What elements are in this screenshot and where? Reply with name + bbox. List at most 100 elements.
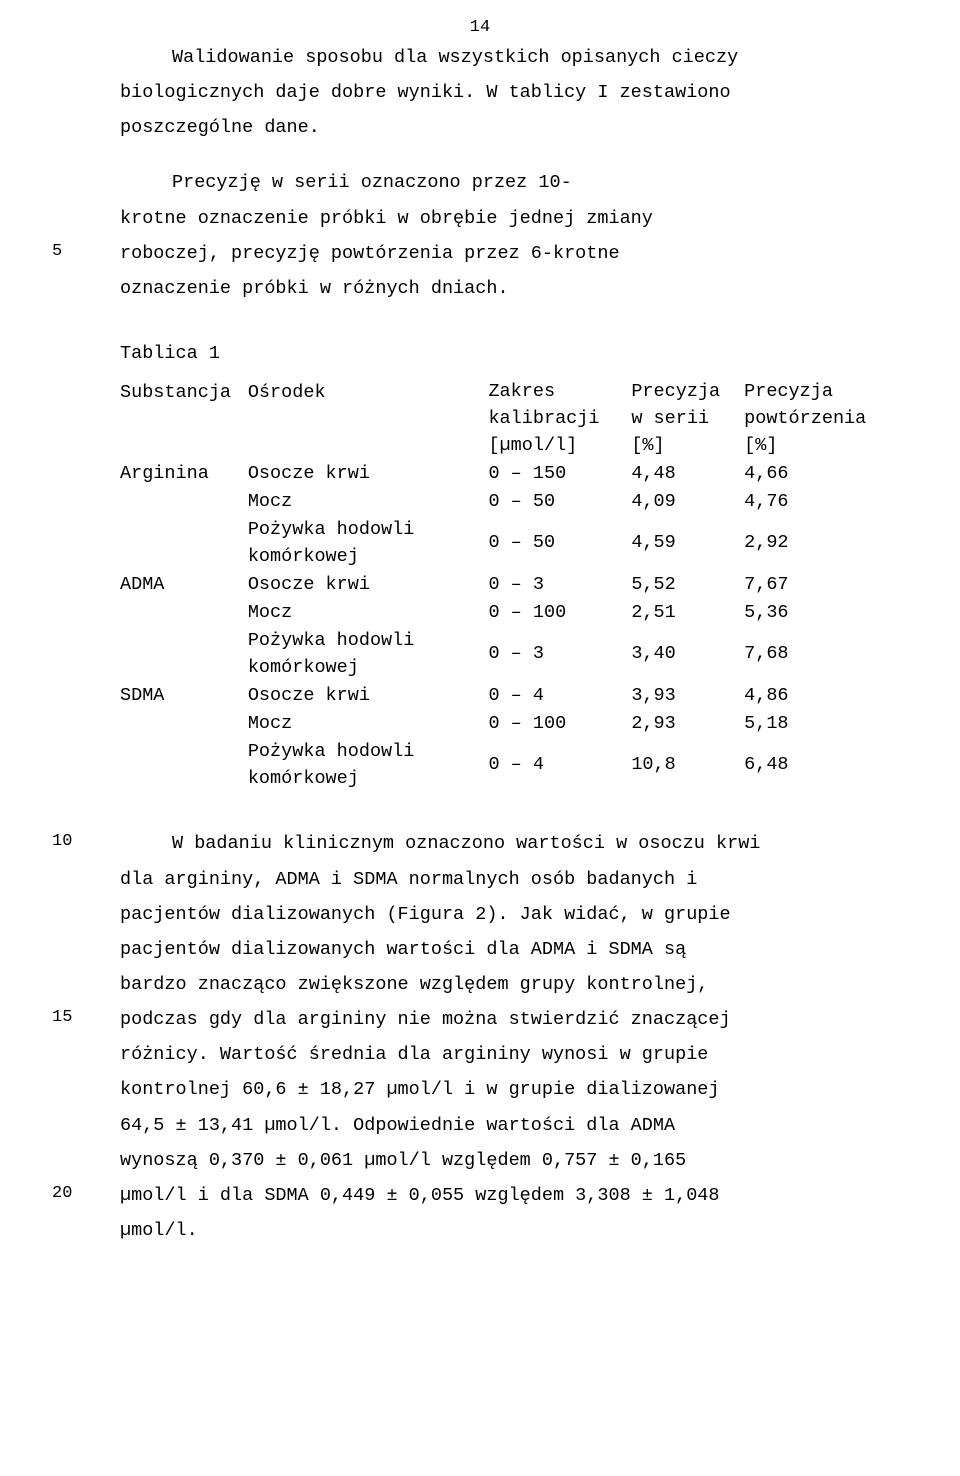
hps3: [%] <box>631 435 664 456</box>
paragraph-2: Precyzję w serii oznaczono przez 10- kro… <box>120 165 872 306</box>
page-number: 14 <box>470 12 490 44</box>
para3-line4: pacjentów dializowanych wartości dla ADM… <box>120 939 686 960</box>
para3-line10: wynoszą 0,370 ± 0,061 µmol/l względem 0,… <box>120 1150 686 1171</box>
para3-line9: 64,5 ± 13,41 µmol/l. Odpowiednie wartośc… <box>120 1115 675 1136</box>
table-row: Pożywka hodowlikomórkowej0 – 410,86,48 <box>120 739 872 793</box>
table-header-row: Substancja Ośrodek Zakres kalibracji [µm… <box>120 379 872 459</box>
cell-medium: Osocze krwi <box>248 460 489 489</box>
cell-substance: Arginina <box>120 460 248 489</box>
table-row: Mocz0 – 1002,935,18 <box>120 710 872 739</box>
hz2: kalibracji <box>488 408 599 429</box>
cell-precision-repeat: 4,76 <box>744 488 872 517</box>
document-page: 14 Walidowanie sposobu dla wszystkich op… <box>0 0 960 1328</box>
cell-substance <box>120 628 248 682</box>
cell-medium: Pożywka hodowlikomórkowej <box>248 517 489 571</box>
cell-substance <box>120 739 248 793</box>
cell-precision-repeat: 4,86 <box>744 682 872 711</box>
cell-precision-series: 3,93 <box>631 682 744 711</box>
header-precyzja-serii: Precyzja w serii [%] <box>631 379 744 459</box>
para3-line6: podczas gdy dla argininy nie można stwie… <box>120 1009 731 1030</box>
hz1: Zakres <box>488 381 555 402</box>
cell-precision-series: 2,51 <box>631 599 744 628</box>
margin-number-10: 10 <box>52 826 72 858</box>
cell-precision-repeat: 5,18 <box>744 710 872 739</box>
cell-precision-repeat: 4,66 <box>744 460 872 489</box>
cell-range: 0 – 50 <box>488 517 631 571</box>
cell-precision-repeat: 2,92 <box>744 517 872 571</box>
table-row: ADMAOsocze krwi0 – 35,527,67 <box>120 571 872 600</box>
hps2: w serii <box>631 408 709 429</box>
para1-line1: Walidowanie sposobu dla wszystkich opisa… <box>172 47 738 68</box>
margin-number-20: 20 <box>52 1178 72 1210</box>
table-row: Pożywka hodowlikomórkowej0 – 504,592,92 <box>120 517 872 571</box>
cell-substance <box>120 710 248 739</box>
cell-range: 0 – 150 <box>488 460 631 489</box>
cell-range: 0 – 4 <box>488 682 631 711</box>
table-row: SDMAOsocze krwi0 – 43,934,86 <box>120 682 872 711</box>
cell-medium: Mocz <box>248 710 489 739</box>
cell-range: 0 – 50 <box>488 488 631 517</box>
calibration-table: Substancja Ośrodek Zakres kalibracji [µm… <box>120 379 872 792</box>
header-substancja: Substancja <box>120 379 248 459</box>
table-row: ArgininaOsocze krwi0 – 1504,484,66 <box>120 460 872 489</box>
cell-precision-series: 4,48 <box>631 460 744 489</box>
table-body: ArgininaOsocze krwi0 – 1504,484,66Mocz0 … <box>120 460 872 793</box>
para3-line11: µmol/l i dla SDMA 0,449 ± 0,055 względem… <box>120 1185 720 1206</box>
para3-line5: bardzo znacząco zwiększone względem grup… <box>120 974 708 995</box>
paragraph-3: 10 W badaniu klinicznym oznaczono wartoś… <box>120 826 872 1248</box>
cell-precision-repeat: 5,36 <box>744 599 872 628</box>
cell-range: 0 – 3 <box>488 628 631 682</box>
paragraph-1: Walidowanie sposobu dla wszystkich opisa… <box>120 40 872 145</box>
cell-substance: ADMA <box>120 571 248 600</box>
para1-line3: poszczególne dane. <box>120 117 320 138</box>
hpp2: powtórzenia <box>744 408 866 429</box>
cell-precision-repeat: 7,68 <box>744 628 872 682</box>
hpp1: Precyzja <box>744 381 833 402</box>
header-precyzja-powtorzenia: Precyzja powtórzenia [%] <box>744 379 872 459</box>
para2-line3: roboczej, precyzję powtórzenia przez 6-k… <box>120 243 620 264</box>
hz3: [µmol/l] <box>488 435 577 456</box>
cell-precision-series: 4,09 <box>631 488 744 517</box>
cell-range: 0 – 100 <box>488 710 631 739</box>
cell-medium: Pożywka hodowlikomórkowej <box>248 739 489 793</box>
hps1: Precyzja <box>631 381 720 402</box>
table-row: Mocz0 – 504,094,76 <box>120 488 872 517</box>
cell-medium: Osocze krwi <box>248 571 489 600</box>
cell-medium: Mocz <box>248 599 489 628</box>
cell-precision-series: 3,40 <box>631 628 744 682</box>
header-zakres: Zakres kalibracji [µmol/l] <box>488 379 631 459</box>
cell-range: 0 – 4 <box>488 739 631 793</box>
para2-line1: Precyzję w serii oznaczono przez 10- <box>172 172 572 193</box>
cell-precision-repeat: 6,48 <box>744 739 872 793</box>
cell-substance <box>120 517 248 571</box>
cell-substance <box>120 599 248 628</box>
cell-substance <box>120 488 248 517</box>
margin-number-5: 5 <box>52 236 62 268</box>
para3-line3: pacjentów dializowanych (Figura 2). Jak … <box>120 904 731 925</box>
cell-medium: Mocz <box>248 488 489 517</box>
cell-precision-series: 2,93 <box>631 710 744 739</box>
para3-line1: W badaniu klinicznym oznaczono wartości … <box>120 826 872 861</box>
para2-line4: oznaczenie próbki w różnych dniach. <box>120 278 509 299</box>
para1-line2: biologicznych daje dobre wyniki. W tabli… <box>120 82 731 103</box>
cell-substance: SDMA <box>120 682 248 711</box>
cell-precision-series: 5,52 <box>631 571 744 600</box>
para3-line7: różnicy. Wartość średnia dla argininy wy… <box>120 1044 708 1065</box>
para3-line8: kontrolnej 60,6 ± 18,27 µmol/l i w grupi… <box>120 1079 720 1100</box>
cell-medium: Osocze krwi <box>248 682 489 711</box>
cell-precision-series: 10,8 <box>631 739 744 793</box>
cell-range: 0 – 100 <box>488 599 631 628</box>
header-osrodek: Ośrodek <box>248 379 489 459</box>
para3-line12: µmol/l. <box>120 1220 198 1241</box>
table-title: Tablica 1 <box>120 336 872 371</box>
table-row: Mocz0 – 1002,515,36 <box>120 599 872 628</box>
hpp3: [%] <box>744 435 777 456</box>
cell-precision-series: 4,59 <box>631 517 744 571</box>
table-row: Pożywka hodowlikomórkowej0 – 33,407,68 <box>120 628 872 682</box>
cell-precision-repeat: 7,67 <box>744 571 872 600</box>
para3-line2: dla argininy, ADMA i SDMA normalnych osó… <box>120 869 697 890</box>
cell-medium: Pożywka hodowlikomórkowej <box>248 628 489 682</box>
margin-number-15: 15 <box>52 1002 72 1034</box>
para2-line2: krotne oznaczenie próbki w obrębie jedne… <box>120 208 653 229</box>
cell-range: 0 – 3 <box>488 571 631 600</box>
